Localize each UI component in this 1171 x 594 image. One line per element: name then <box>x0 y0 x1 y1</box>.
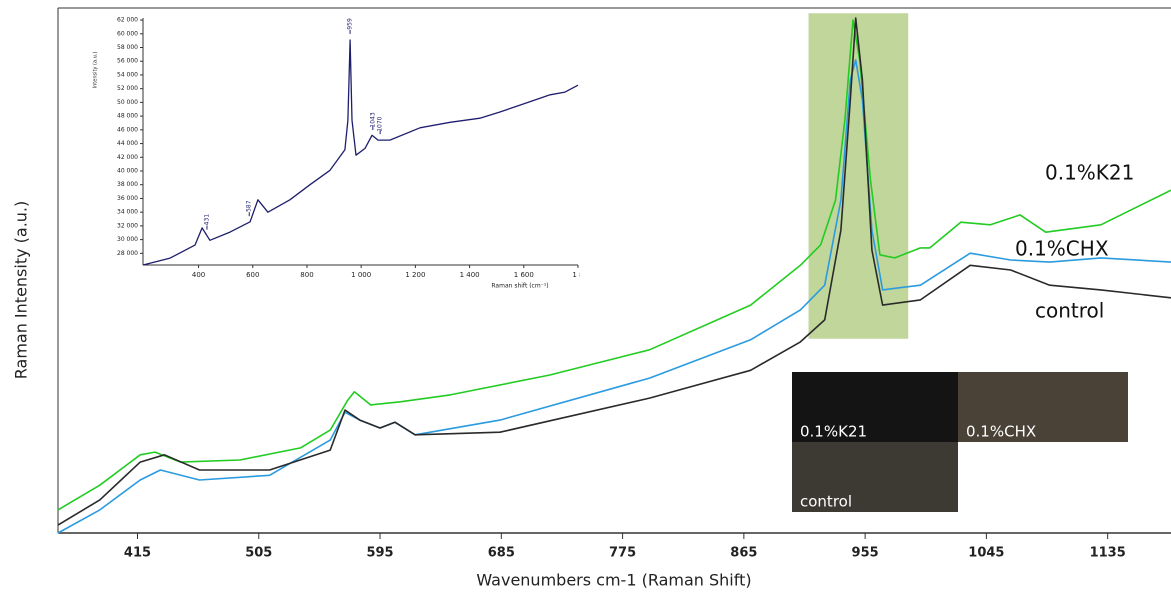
series-label: 0.1%K21 <box>1045 161 1134 185</box>
y-tick-label: 32 000 <box>117 222 138 229</box>
peak-label: 1070 <box>377 116 384 131</box>
photo-tile <box>792 372 958 442</box>
x-tick-label: 400 <box>192 271 205 279</box>
x-tick-label: 800 <box>300 271 313 279</box>
y-tick-label: 28 000 <box>117 250 138 257</box>
spectrum-line <box>57 17 1171 526</box>
x-tick-label: 1045 <box>968 546 1004 561</box>
y-axis-title: Intensity (a.u.) <box>93 52 99 89</box>
x-tick-label: 1 8 <box>572 271 583 279</box>
peak-label: 431 <box>203 214 210 226</box>
y-tick-label: 30 000 <box>117 236 138 243</box>
y-tick-label: 38 000 <box>117 181 138 188</box>
y-tick-label: 56 000 <box>117 58 138 65</box>
y-tick-label: 36 000 <box>117 195 138 202</box>
x-tick-label: 955 <box>852 546 879 561</box>
x-axis-title: Wavenumbers cm-1 (Raman Shift) <box>476 571 751 590</box>
x-tick-label: 865 <box>730 546 757 561</box>
main-chart: 415 505 595 685 775 865 955 1045 11350.1%K210.1%… <box>57 7 1171 561</box>
y-tick-label: 50 000 <box>117 99 138 106</box>
photo-label: 0.1%K21 <box>800 423 867 441</box>
x-tick-label: 1 600 <box>514 271 534 279</box>
x-tick-label: 1 400 <box>460 271 480 279</box>
x-tick-label: 1 200 <box>405 271 425 279</box>
spectrum-line <box>57 19 1171 511</box>
y-tick-label: 48 000 <box>117 113 138 120</box>
y-tick-label: 34 000 <box>117 209 138 216</box>
x-tick-label: 685 <box>488 546 515 561</box>
y-tick-label: 46 000 <box>117 126 138 133</box>
y-axis-title: Raman Intensity (a.u.) <box>12 201 31 380</box>
y-tick-label: 40 000 <box>117 168 138 175</box>
x-tick-label: 1135 <box>1090 546 1126 561</box>
highlight-band <box>808 13 909 339</box>
peak-label: 959 <box>347 18 354 30</box>
series-label: 0.1%CHX <box>1015 237 1109 261</box>
y-tick-label: 62 000 <box>117 17 138 24</box>
y-tick-label: 44 000 <box>117 140 138 147</box>
photo-panel: 0.1%K21 0.1%CHX control <box>792 372 1128 512</box>
photo-tile <box>792 442 958 512</box>
spectrum-line <box>57 59 1171 534</box>
x-tick-label: 1 000 <box>351 271 371 279</box>
x-tick-label: 505 <box>245 546 272 561</box>
inset-chart: 28 000 30 000 32 000 34 000 36 000 38 000 40 0… <box>86 9 583 291</box>
spectrum-line <box>142 39 579 266</box>
photo-label: control <box>800 493 852 511</box>
x-tick-label: 600 <box>246 271 259 279</box>
y-tick-label: 58 000 <box>117 44 138 51</box>
x-tick-label: 595 <box>366 546 393 561</box>
inset-content: 28 000 30 000 32 000 34 000 36 000 38 000 40 0… <box>93 17 583 290</box>
inset-background <box>86 9 580 291</box>
x-tick-label: 775 <box>609 546 636 561</box>
series-label: control <box>1035 298 1104 322</box>
y-tick-label: 42 000 <box>117 154 138 161</box>
peak-label: 1043 <box>369 112 376 127</box>
photo-label: 0.1%CHX <box>966 423 1036 441</box>
x-tick-label: 415 <box>124 546 151 561</box>
y-tick-label: 52 000 <box>117 85 138 92</box>
photo-tile <box>958 372 1128 442</box>
y-tick-label: 54 000 <box>117 71 138 78</box>
y-tick-label: 60 000 <box>117 30 138 37</box>
x-axis-title: Raman shift (cm⁻¹) <box>491 283 548 290</box>
peak-label: 587 <box>246 200 253 212</box>
